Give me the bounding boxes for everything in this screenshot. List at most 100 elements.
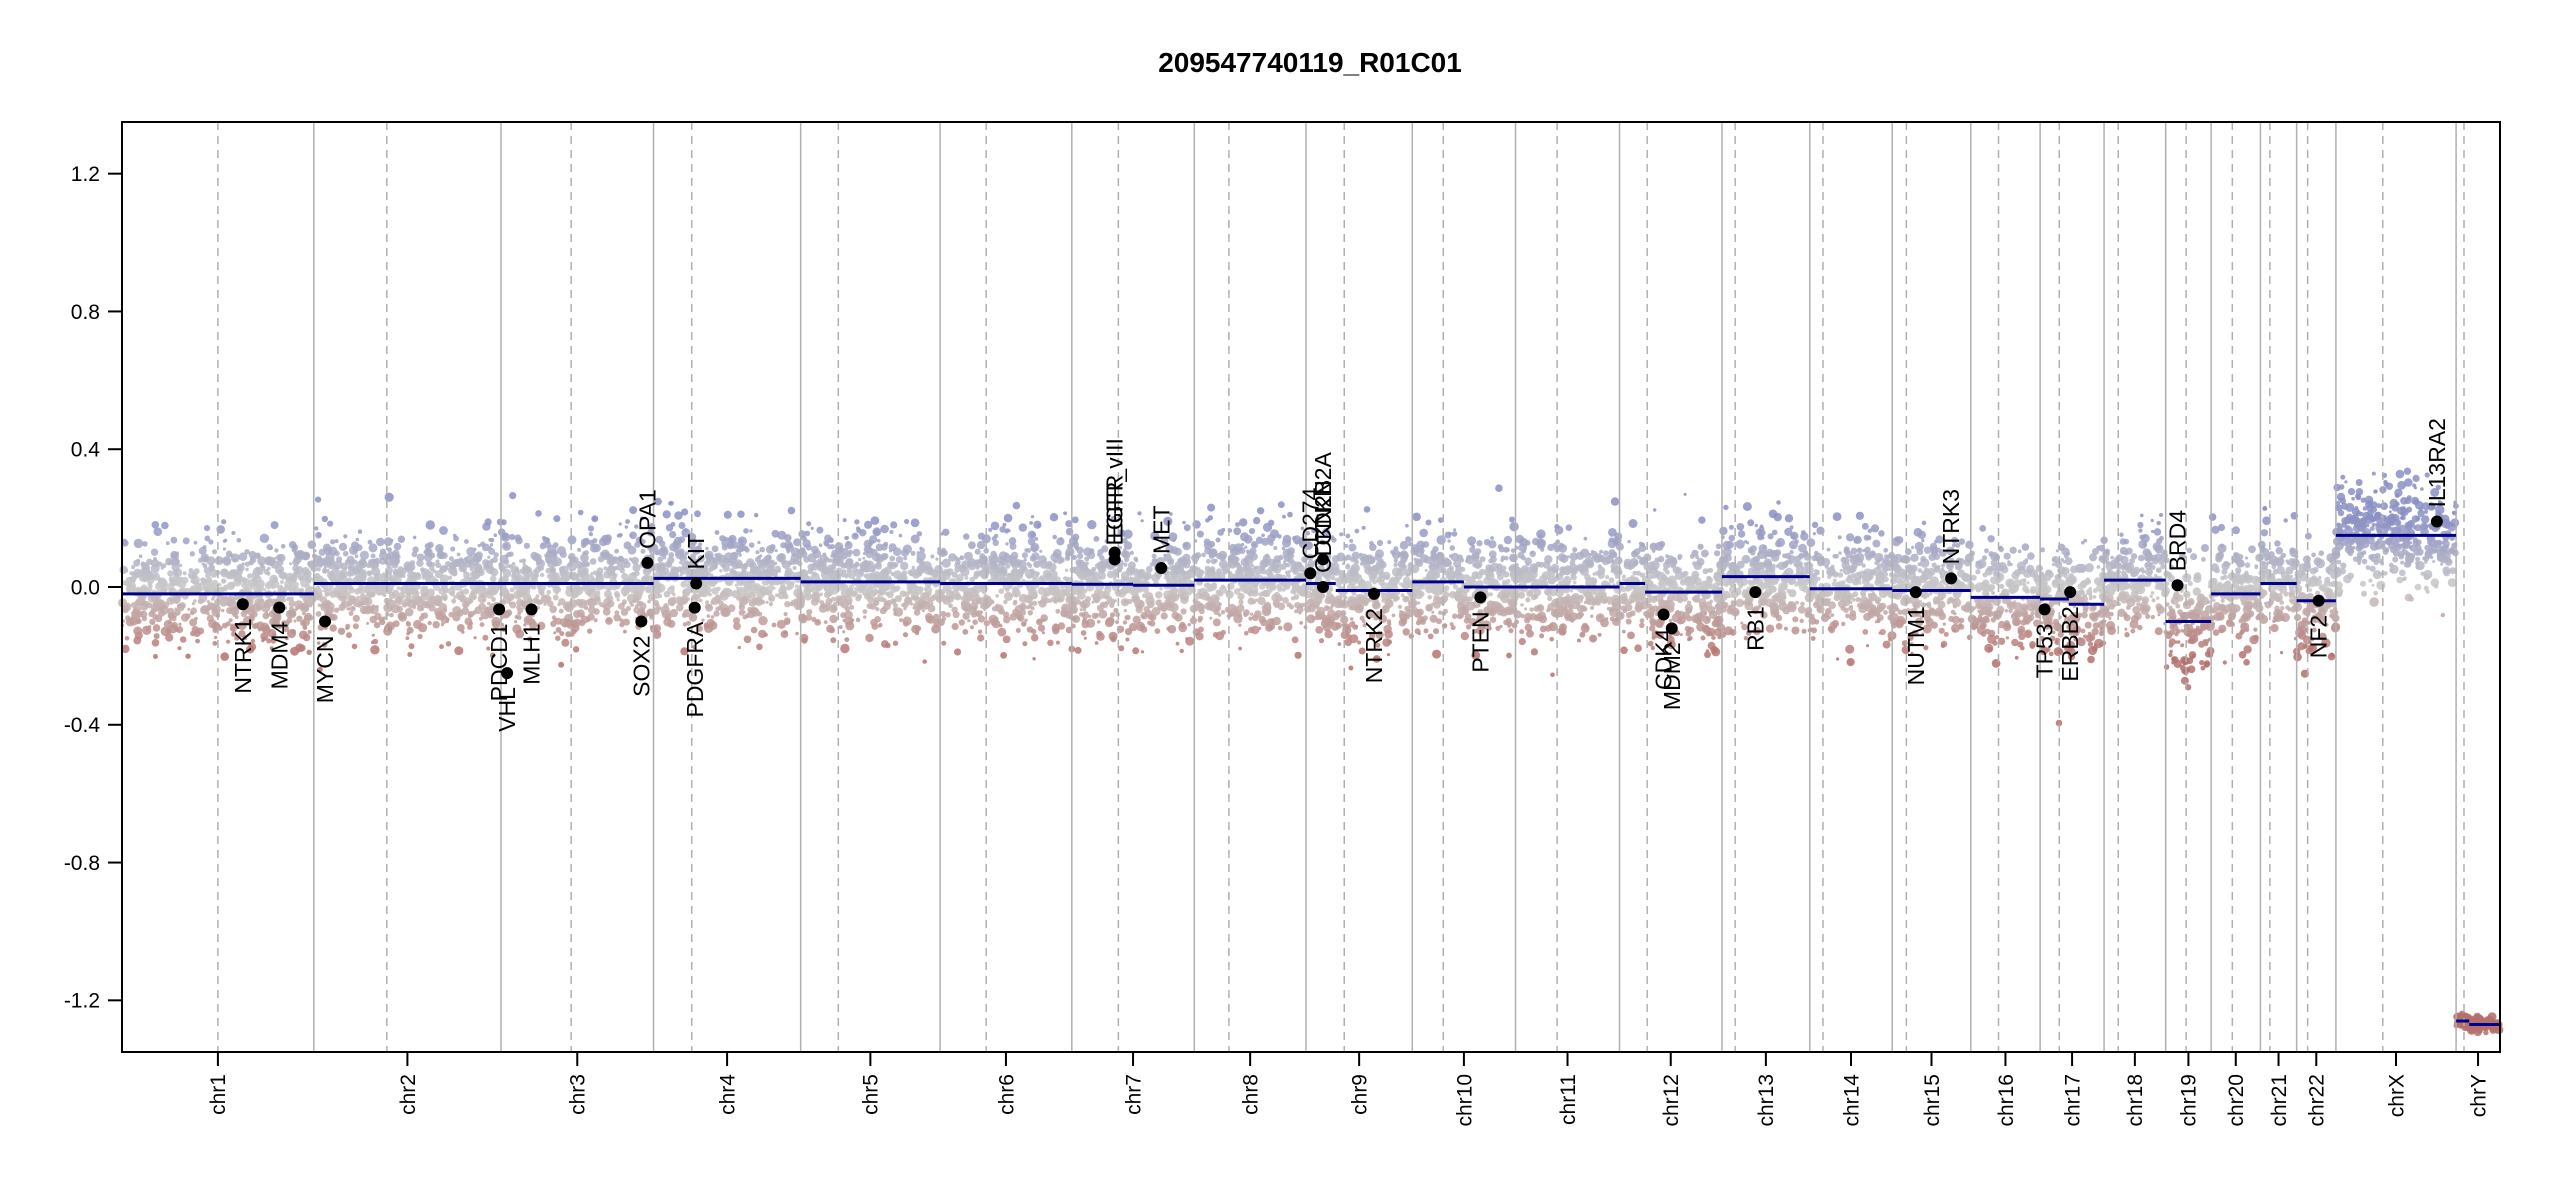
probe-point bbox=[159, 605, 169, 615]
probe-point bbox=[784, 540, 793, 550]
probe-point bbox=[1314, 615, 1320, 621]
probe-point bbox=[783, 612, 788, 617]
probe-point bbox=[208, 539, 214, 545]
probe-point bbox=[351, 565, 361, 575]
probe-point bbox=[763, 632, 768, 637]
probe-point bbox=[1315, 626, 1324, 634]
probe-point bbox=[1035, 571, 1040, 576]
probe-point bbox=[1027, 563, 1033, 568]
probe-point bbox=[1030, 531, 1037, 538]
probe-point bbox=[1391, 567, 1401, 577]
probe-point bbox=[277, 553, 286, 562]
probe-point bbox=[293, 551, 298, 556]
probe-point bbox=[1296, 572, 1304, 580]
probe-point bbox=[551, 615, 556, 620]
probe-point bbox=[775, 581, 779, 586]
probe-point bbox=[946, 568, 954, 576]
probe-point bbox=[509, 533, 516, 541]
probe-point bbox=[883, 602, 891, 611]
probe-point bbox=[493, 533, 498, 537]
probe-point bbox=[1083, 636, 1087, 640]
probe-point bbox=[1610, 497, 1620, 506]
probe-point bbox=[1426, 571, 1436, 581]
probe-point bbox=[367, 539, 373, 545]
probe-point bbox=[409, 560, 416, 566]
probe-point bbox=[631, 556, 639, 565]
probe-point bbox=[1077, 571, 1087, 581]
probe-point bbox=[160, 566, 164, 570]
probe-point bbox=[1287, 574, 1291, 578]
probe-point bbox=[771, 622, 777, 628]
probe-point bbox=[948, 589, 952, 594]
probe-point bbox=[1014, 611, 1022, 618]
probe-point bbox=[880, 524, 889, 534]
probe-point bbox=[1292, 565, 1296, 570]
probe-point bbox=[1013, 599, 1018, 604]
probe-point bbox=[405, 593, 412, 600]
probe-point bbox=[277, 585, 284, 593]
probe-point bbox=[1041, 631, 1045, 635]
probe-point bbox=[888, 549, 893, 553]
probe-point bbox=[625, 519, 630, 524]
probe-point bbox=[1206, 602, 1215, 611]
probe-point bbox=[568, 563, 577, 572]
probe-point bbox=[1027, 603, 1033, 609]
probe-point bbox=[301, 551, 311, 561]
probe-point bbox=[464, 539, 469, 544]
probe-point bbox=[256, 604, 263, 611]
probe-point bbox=[1123, 556, 1130, 563]
probe-point bbox=[899, 618, 904, 623]
probe-point bbox=[397, 570, 405, 577]
probe-point bbox=[1177, 587, 1184, 593]
probe-point bbox=[840, 583, 847, 589]
probe-point bbox=[1140, 626, 1148, 633]
probe-point bbox=[280, 544, 286, 549]
probe-point bbox=[318, 548, 326, 556]
probe-point bbox=[212, 641, 218, 646]
probe-point bbox=[1256, 507, 1265, 515]
probe-point bbox=[144, 587, 148, 591]
probe-point bbox=[1282, 538, 1291, 548]
probe-point bbox=[1080, 588, 1084, 593]
probe-point bbox=[450, 546, 456, 552]
probe-point bbox=[1351, 621, 1355, 625]
probe-point bbox=[829, 599, 833, 603]
probe-point bbox=[1569, 552, 1579, 561]
probe-point bbox=[121, 644, 130, 654]
probe-point bbox=[222, 557, 232, 566]
probe-point bbox=[1521, 549, 1527, 554]
probe-point bbox=[333, 564, 339, 570]
probe-point bbox=[1238, 610, 1242, 615]
probe-point bbox=[1212, 618, 1221, 627]
probe-point bbox=[191, 602, 195, 606]
probe-point bbox=[427, 620, 432, 626]
probe-point bbox=[1386, 653, 1391, 657]
probe-point bbox=[1091, 593, 1096, 599]
probe-point bbox=[354, 554, 359, 559]
probe-point bbox=[844, 637, 850, 642]
probe-point bbox=[1354, 624, 1359, 629]
probe-point bbox=[447, 575, 453, 580]
probe-point bbox=[1287, 547, 1295, 555]
probe-point bbox=[514, 614, 519, 620]
probe-point bbox=[1569, 589, 1574, 593]
probe-point bbox=[995, 594, 999, 598]
probe-point bbox=[1570, 574, 1577, 581]
probe-point bbox=[721, 564, 726, 569]
probe-point bbox=[1209, 616, 1213, 620]
probe-point bbox=[1520, 613, 1525, 619]
probe-point bbox=[768, 564, 773, 569]
probe-point bbox=[1513, 610, 1522, 619]
probe-point bbox=[1346, 563, 1350, 567]
probe-point bbox=[1056, 537, 1065, 546]
probe-point bbox=[439, 526, 448, 535]
probe-point bbox=[535, 554, 542, 560]
probe-point bbox=[804, 530, 811, 537]
probe-point bbox=[1390, 549, 1396, 555]
probe-point bbox=[417, 633, 423, 640]
probe-point bbox=[1577, 638, 1581, 643]
probe-point bbox=[373, 557, 381, 565]
probe-point bbox=[1340, 580, 1344, 585]
probe-point bbox=[220, 586, 226, 592]
probe-point bbox=[550, 575, 554, 579]
